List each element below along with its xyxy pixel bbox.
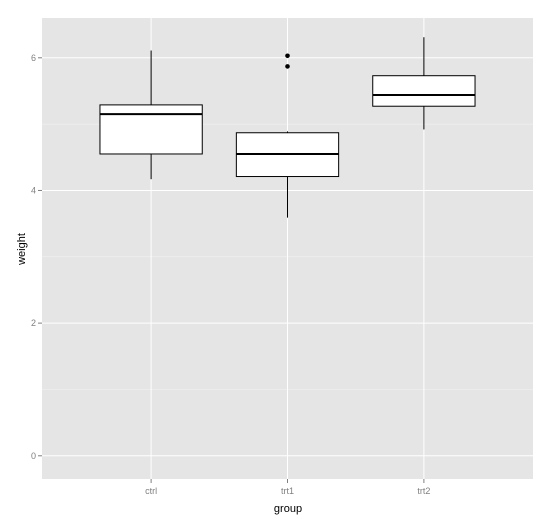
y-tick-label: 6 [31,53,36,63]
y-tick-label: 4 [31,185,36,195]
x-axis-ticks: ctrl trt1 trt2 [145,479,430,496]
box-series [99,37,476,218]
x-tick-label: trt1 [281,486,294,496]
x-tick-label: trt2 [417,486,430,496]
y-axis-title: weight [16,233,28,266]
interquartile-box [372,75,476,107]
y-axis-ticks: 0 2 4 6 [31,53,42,461]
y-tick-label: 0 [31,451,36,461]
box-trt1 [235,53,340,218]
box-ctrl [99,50,203,180]
x-tick-label: ctrl [145,486,157,496]
outlier-point [285,64,290,69]
box-trt2 [372,37,476,130]
y-tick-label: 2 [31,318,36,328]
outlier-point [285,53,290,59]
interquartile-box [99,104,203,155]
x-axis-title: group [274,503,302,515]
